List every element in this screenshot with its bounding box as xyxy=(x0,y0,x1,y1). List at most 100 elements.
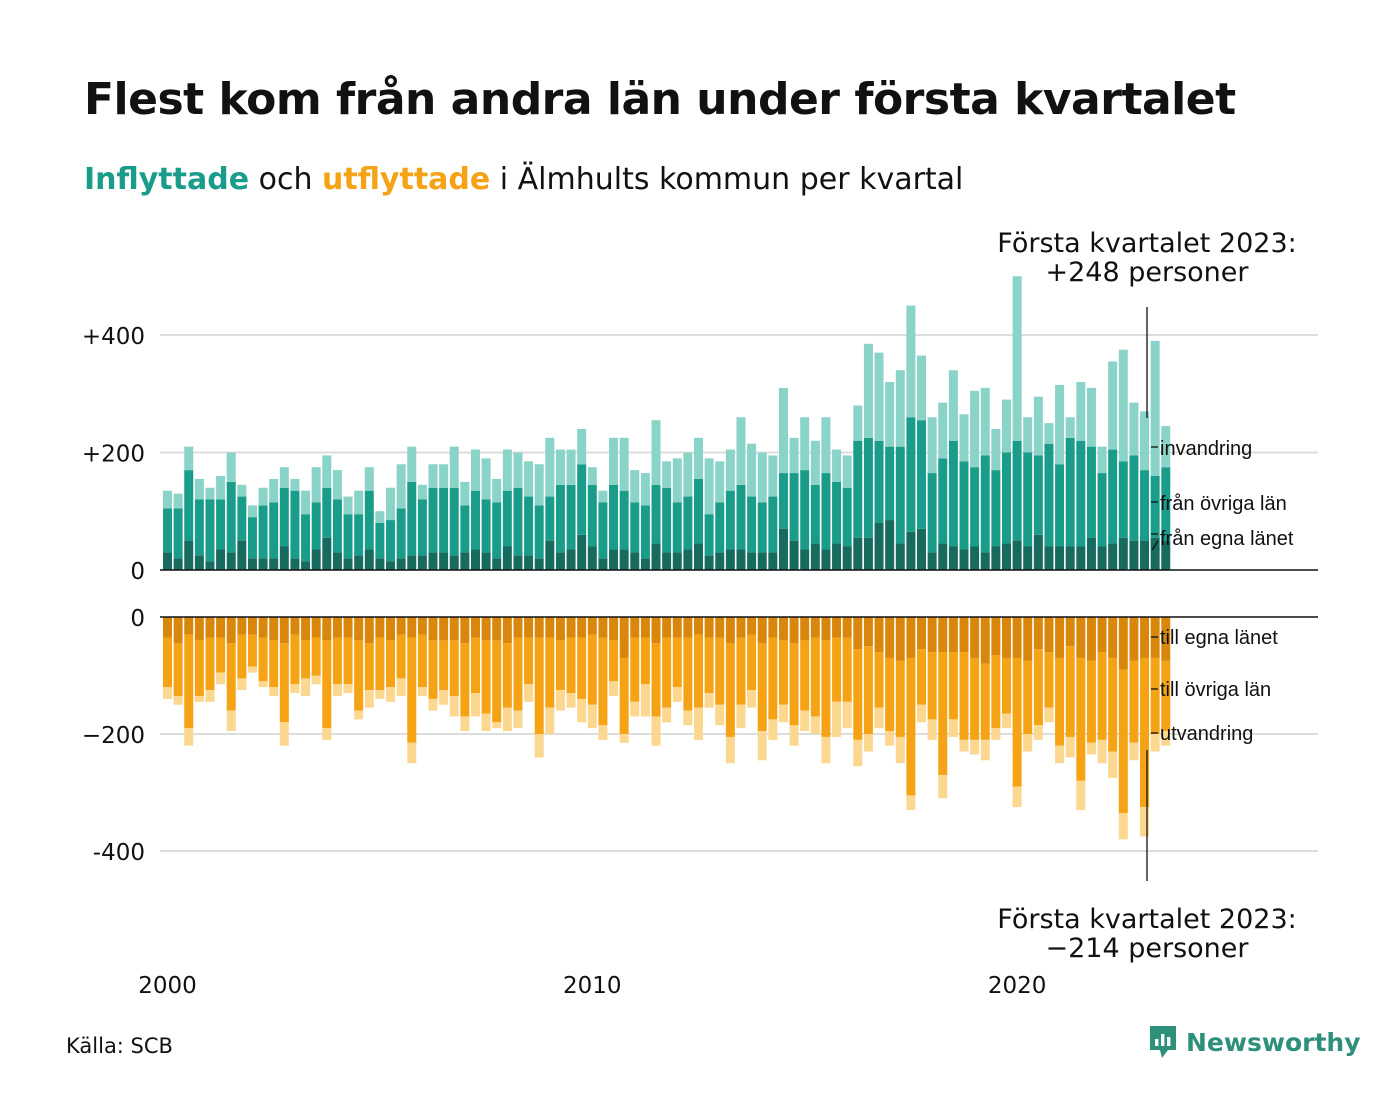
legend-label-out: utvandring xyxy=(1160,723,1253,745)
bar-in-invandring xyxy=(662,461,672,488)
bar-out-utvandring xyxy=(598,725,608,740)
bar-in-ovriga-lan xyxy=(725,490,735,550)
bar-out-egna-lanet xyxy=(598,617,608,638)
bar-out-utvandring xyxy=(322,728,332,740)
bar-out-egna-lanet xyxy=(747,617,757,635)
bar-in-egna-lanet xyxy=(927,552,937,570)
bar-in-egna-lanet xyxy=(1129,540,1139,570)
bar-in-ovriga-lan xyxy=(184,470,194,541)
migration-chart: 0 +200 +400 0 −200 -400 2000 2010 2020 Första kva… xyxy=(82,228,1318,999)
bar-out-egna-lanet xyxy=(492,617,502,641)
bar-out-egna-lanet xyxy=(205,617,215,638)
bar-in-ovriga-lan xyxy=(343,514,353,559)
bar-out-egna-lanet xyxy=(163,617,172,638)
bar-in-egna-lanet xyxy=(1023,546,1033,570)
bar-in-egna-lanet xyxy=(736,549,746,570)
bar-out-egna-lanet xyxy=(630,617,640,638)
bar-out-egna-lanet xyxy=(439,617,449,641)
bar-out-utvandring xyxy=(470,693,480,717)
bar-out-ovriga-lan xyxy=(545,637,555,708)
bar-out-ovriga-lan xyxy=(598,637,608,726)
bar-in-invandring xyxy=(502,449,512,491)
bar-in-ovriga-lan xyxy=(428,487,438,553)
bar-out-egna-lanet xyxy=(407,617,417,638)
bar-in-egna-lanet xyxy=(184,540,194,570)
bar-out-ovriga-lan xyxy=(386,640,396,688)
bar-in-ovriga-lan xyxy=(1086,446,1096,538)
bar-in-invandring xyxy=(290,478,300,491)
bar-out-ovriga-lan xyxy=(513,637,523,711)
bar-in-invandring xyxy=(587,467,597,485)
bar-out-egna-lanet xyxy=(694,617,703,635)
subtitle-rest: i Älmhults kommun per kvartal xyxy=(490,162,964,197)
bar-out-ovriga-lan xyxy=(1033,649,1043,726)
bar-out-ovriga-lan xyxy=(1129,660,1139,743)
bar-out-ovriga-lan xyxy=(163,637,172,688)
bar-in-invandring xyxy=(1086,387,1096,447)
bar-out-ovriga-lan xyxy=(502,643,512,708)
bar-in-egna-lanet xyxy=(216,549,226,570)
bar-in-invandring xyxy=(1001,399,1011,453)
bar-in-invandring xyxy=(800,417,810,471)
bar-out-egna-lanet xyxy=(1140,617,1150,658)
bar-out-egna-lanet xyxy=(364,617,374,644)
bar-out-egna-lanet xyxy=(428,617,438,641)
bar-out-ovriga-lan xyxy=(194,640,204,696)
bar-in-invandring xyxy=(609,437,619,485)
bar-in-invandring xyxy=(163,490,172,509)
bar-in-ovriga-lan xyxy=(205,499,215,562)
bar-in-ovriga-lan xyxy=(194,499,204,556)
bar-out-ovriga-lan xyxy=(715,637,725,705)
bar-out-egna-lanet xyxy=(1023,617,1033,661)
bar-out-egna-lanet xyxy=(672,617,682,638)
bar-in-ovriga-lan xyxy=(959,461,969,550)
bar-out-utvandring xyxy=(194,695,204,702)
bar-in-egna-lanet xyxy=(1118,537,1128,570)
bar-out-egna-lanet xyxy=(545,617,555,638)
bar-in-invandring xyxy=(874,352,884,441)
bar-out-utvandring xyxy=(1033,725,1043,740)
bar-in-egna-lanet xyxy=(577,534,587,570)
bar-out-utvandring xyxy=(566,693,576,708)
bar-in-egna-lanet xyxy=(821,549,831,570)
bar-in-egna-lanet xyxy=(1055,546,1065,570)
bar-out-ovriga-lan xyxy=(322,640,332,729)
bar-in-ovriga-lan xyxy=(587,484,597,547)
bar-out-utvandring xyxy=(980,739,990,761)
bar-in-egna-lanet xyxy=(1161,540,1171,570)
bar-out-ovriga-lan xyxy=(1055,657,1065,746)
bar-out-utvandring xyxy=(173,695,183,705)
bar-out-egna-lanet xyxy=(853,617,863,650)
bar-out-egna-lanet xyxy=(470,617,480,638)
bar-out-egna-lanet xyxy=(948,617,958,653)
bar-out-utvandring xyxy=(768,719,778,740)
bar-in-invandring xyxy=(598,490,608,503)
bar-in-invandring xyxy=(460,481,470,506)
bar-in-egna-lanet xyxy=(290,558,300,570)
bar-in-ovriga-lan xyxy=(800,470,810,550)
bar-out-ovriga-lan xyxy=(290,634,300,685)
bar-out-ovriga-lan xyxy=(332,637,342,685)
bar-out-utvandring xyxy=(269,687,279,696)
bar-in-invandring xyxy=(959,414,969,462)
bar-out-utvandring xyxy=(375,690,385,699)
bar-out-egna-lanet xyxy=(1129,617,1139,661)
bar-out-utvandring xyxy=(1086,742,1096,755)
bar-out-utvandring xyxy=(842,701,852,729)
bar-in-egna-lanet xyxy=(906,531,916,570)
bar-in-invandring xyxy=(470,449,480,491)
bar-out-ovriga-lan xyxy=(863,646,873,734)
bar-in-invandring xyxy=(683,452,693,497)
bar-in-egna-lanet xyxy=(386,561,396,570)
bar-in-ovriga-lan xyxy=(1150,476,1160,538)
bar-in-ovriga-lan xyxy=(970,467,980,547)
bar-in-invandring xyxy=(343,496,353,515)
bar-out-utvandring xyxy=(587,704,597,729)
bar-out-ovriga-lan xyxy=(470,637,480,694)
bar-out-egna-lanet xyxy=(194,617,204,641)
bar-out-egna-lanet xyxy=(1086,617,1096,661)
bar-out-ovriga-lan xyxy=(534,637,544,734)
bar-in-egna-lanet xyxy=(1086,537,1096,570)
newsworthy-logo: Newsworthy xyxy=(1148,1024,1361,1060)
bar-in-ovriga-lan xyxy=(216,499,226,550)
